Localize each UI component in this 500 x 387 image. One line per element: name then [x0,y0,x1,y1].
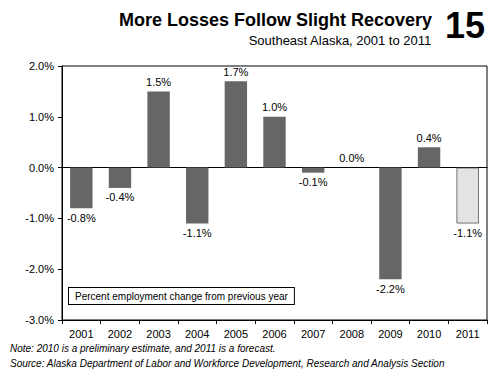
svg-text:Southeast Alaska, 2001 to 2011: Southeast Alaska, 2001 to 2011 [249,33,432,48]
svg-text:2001: 2001 [69,328,93,340]
svg-text:-1.1%: -1.1% [453,227,482,239]
svg-text:Source: Alaska Department of L: Source: Alaska Department of Labor and W… [10,358,445,369]
svg-text:2005: 2005 [224,328,248,340]
svg-text:2010: 2010 [417,328,441,340]
svg-text:Note: 2010 is a preliminary es: Note: 2010 is a preliminary estimate, an… [10,343,276,354]
svg-text:2003: 2003 [146,328,170,340]
svg-text:1.0%: 1.0% [29,111,54,123]
svg-text:2007: 2007 [301,328,325,340]
svg-text:-2.2%: -2.2% [376,283,405,295]
svg-text:1.5%: 1.5% [146,76,171,88]
svg-text:0.0%: 0.0% [339,152,364,164]
svg-text:2009: 2009 [378,328,402,340]
svg-text:-2.0%: -2.0% [25,263,54,275]
svg-text:2004: 2004 [185,328,209,340]
svg-text:1.0%: 1.0% [262,101,287,113]
svg-text:0.0%: 0.0% [29,162,54,174]
svg-text:0.4%: 0.4% [417,132,442,144]
svg-text:-0.4%: -0.4% [106,191,135,203]
svg-text:-3.0%: -3.0% [25,314,54,326]
svg-text:2011: 2011 [456,328,480,340]
svg-text:Percent employment change from: Percent employment change from previous … [75,291,289,302]
svg-text:2002: 2002 [108,328,132,340]
svg-text:-0.8%: -0.8% [67,212,96,224]
svg-text:2008: 2008 [340,328,364,340]
svg-text:-1.1%: -1.1% [183,227,212,239]
svg-text:More Losses Follow Slight Reco: More Losses Follow Slight Recovery [119,10,432,30]
svg-text:-0.1%: -0.1% [299,176,328,188]
svg-text:2.0%: 2.0% [29,60,54,72]
svg-text:15: 15 [445,5,485,46]
svg-text:1.7%: 1.7% [223,66,248,78]
svg-text:2006: 2006 [262,328,286,340]
svg-text:-1.0%: -1.0% [25,212,54,224]
